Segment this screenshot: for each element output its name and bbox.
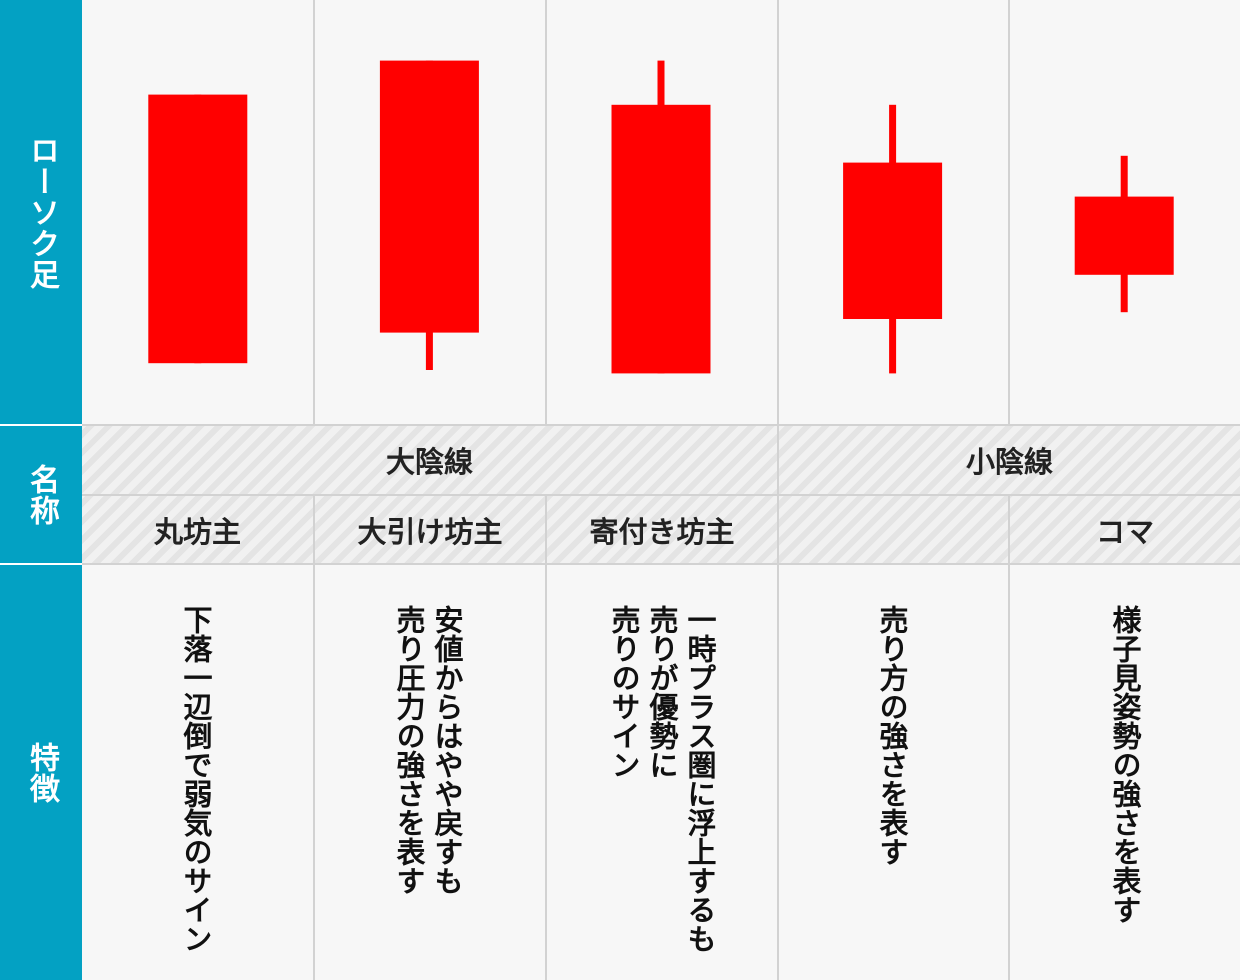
name-header-label: 名称: [24, 463, 59, 526]
candle-body: [1074, 196, 1174, 275]
column-divider: [1008, 494, 1010, 980]
feature-line: 一時プラス圏に浮上するも: [683, 605, 717, 953]
candle-name-text: 寄付き坊主: [589, 514, 735, 549]
candle-name: 寄付き坊主: [547, 496, 777, 563]
feature-text: 売り方の強さを表す: [873, 605, 911, 866]
group-label-large: 大陰線: [82, 426, 777, 494]
feature-text: 下落一辺倒で弱気のサイン: [177, 605, 215, 953]
candle-body: [148, 94, 248, 364]
candle-name: 丸坊主: [82, 496, 313, 563]
feature-line: 売りが優勢に: [645, 605, 679, 779]
name-header: 名称: [0, 426, 82, 563]
row-divider: [82, 563, 1240, 565]
candlestick-chart: [148, 60, 1174, 374]
feature-line: 売りのサイン: [607, 605, 641, 779]
group-label-small: 小陰線: [779, 426, 1240, 494]
feature-text: 安値からはやや戻すも 売り圧力の強さを表す: [390, 605, 466, 895]
column-divider: [313, 0, 315, 424]
feature-line: 売り圧力の強さを表す: [392, 605, 426, 895]
candle-name-text: 大引け坊主: [357, 514, 503, 549]
side-divider: [0, 424, 82, 426]
feature-text: 様子見姿勢の強さを表す: [1106, 605, 1144, 924]
column-divider: [313, 494, 315, 980]
side-column: [0, 0, 82, 980]
column-divider: [777, 0, 779, 424]
group-label-text: 小陰線: [965, 445, 1053, 479]
column-divider: [777, 426, 779, 494]
column-divider: [545, 0, 547, 424]
feature-header-label: 特徴: [24, 741, 59, 804]
feature-text: 一時プラス圏に浮上するも 売りが優勢に 売りのサイン: [605, 605, 719, 953]
row-divider: [82, 424, 1240, 426]
candle-name-text: 丸坊主: [153, 514, 241, 549]
column-divider: [1008, 0, 1010, 424]
group-label-text: 大陰線: [385, 445, 473, 479]
candle-body: [379, 60, 479, 333]
feature-line: 下落一辺倒で弱気のサイン: [179, 605, 213, 953]
candle-name: [779, 496, 1008, 563]
candle-name: 大引け坊主: [315, 496, 545, 563]
candle-header-label: ローソク足: [24, 134, 59, 290]
feature-line: 売り方の強さを表す: [875, 605, 909, 866]
candle-name-text: コマ: [1095, 514, 1154, 549]
name-row: [82, 496, 1240, 563]
feature-line: 様子見姿勢の強さを表す: [1108, 605, 1142, 924]
candle-body: [611, 104, 711, 374]
column-divider: [777, 494, 779, 980]
side-divider: [0, 563, 82, 565]
column-divider: [545, 494, 547, 980]
candle-header: ローソク足: [0, 0, 82, 424]
feature-line: 安値からはやや戻すも: [430, 605, 464, 895]
candle-name: コマ: [1010, 496, 1240, 563]
feature-header: 特徴: [0, 565, 82, 980]
row-divider: [82, 494, 1240, 496]
group-row: [82, 426, 1240, 494]
candle-body: [843, 162, 943, 319]
